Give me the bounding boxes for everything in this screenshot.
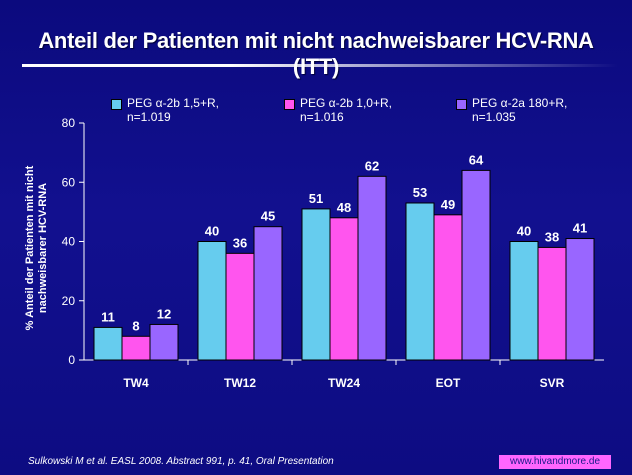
legend-label: PEG α-2b 1,0+R, n=1.016 <box>300 96 392 124</box>
data-label: 12 <box>157 306 171 321</box>
data-label: 51 <box>309 191 323 206</box>
bar <box>537 246 567 361</box>
data-label: 41 <box>573 221 587 236</box>
bar <box>197 241 227 361</box>
bar <box>149 323 179 361</box>
legend-label-line1: PEG α-2b 1,5+R, <box>127 96 219 110</box>
category-label: SVR <box>540 376 565 390</box>
data-label: 38 <box>545 229 559 244</box>
data-label: 48 <box>337 200 351 215</box>
bar <box>301 208 331 361</box>
title-divider <box>22 64 618 67</box>
data-label: 11 <box>101 309 115 324</box>
legend-label: PEG α-2b 1,5+R, n=1.019 <box>127 96 219 124</box>
bar <box>405 202 435 361</box>
bar <box>93 326 123 361</box>
category-label: EOT <box>436 376 461 390</box>
legend-label-line1: PEG α-2a 180+R, <box>472 96 568 110</box>
bar <box>225 252 255 361</box>
category-label: TW12 <box>224 376 256 390</box>
legend-swatch <box>456 99 467 110</box>
data-label: 36 <box>233 235 247 250</box>
y-tick-label: 60 <box>62 175 76 189</box>
website-badge[interactable]: www.hivandmore.de <box>499 455 611 469</box>
bar <box>509 241 539 361</box>
legend-label: PEG α-2a 180+R, n=1.035 <box>472 96 567 124</box>
citation-footer: Sulkowski M et al. EASL 2008. Abstract 9… <box>28 456 334 467</box>
legend-label-line2: n=1.035 <box>472 110 516 124</box>
data-label: 53 <box>413 185 427 200</box>
category-label: TW24 <box>328 376 360 390</box>
bar <box>461 169 491 361</box>
y-tick-label: 80 <box>62 116 76 130</box>
data-label: 64 <box>469 152 484 167</box>
legend-label-line1: PEG α-2b 1,0+R, <box>300 96 392 110</box>
legend-label-line2: n=1.019 <box>127 110 171 124</box>
legend-label-line2: n=1.016 <box>300 110 344 124</box>
y-tick-label: 0 <box>68 353 75 367</box>
data-label: 62 <box>365 158 379 173</box>
legend-swatch <box>284 99 295 110</box>
data-label: 40 <box>517 224 531 239</box>
bar <box>357 175 387 361</box>
data-label: 8 <box>132 318 139 333</box>
category-label: TW4 <box>123 376 149 390</box>
bar <box>253 226 283 361</box>
bar <box>121 335 151 361</box>
data-label: 40 <box>205 224 219 239</box>
bar <box>565 238 595 361</box>
data-label: 49 <box>441 197 455 212</box>
y-tick-label: 40 <box>62 235 76 249</box>
bar <box>433 214 463 361</box>
y-tick-label: 20 <box>62 294 76 308</box>
legend-swatch <box>111 99 122 110</box>
data-label: 45 <box>261 209 275 224</box>
bar <box>329 217 359 361</box>
